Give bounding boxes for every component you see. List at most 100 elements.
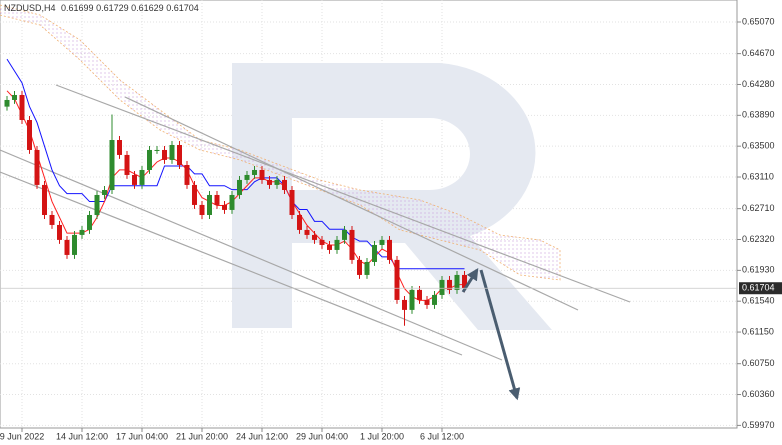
x-tick-label: 17 Jun 04:00: [116, 431, 168, 441]
candle-body: [49, 214, 55, 225]
header-close: 0.61704: [166, 3, 199, 13]
candle-body: [214, 194, 220, 205]
x-tick-label: 24 Jun 12:00: [236, 431, 288, 441]
y-tick-label: 0.61930: [742, 265, 775, 275]
candle-body: [364, 261, 370, 275]
candle-body: [357, 259, 362, 275]
candle-body: [42, 184, 47, 215]
candle-body: [439, 279, 445, 295]
candle-body: [34, 149, 40, 185]
candle-body: [132, 174, 137, 185]
candle-body: [4, 99, 10, 107]
candle-body: [109, 140, 115, 190]
candle-body: [12, 94, 17, 100]
candle-body: [147, 149, 152, 170]
candle-body: [462, 274, 467, 289]
x-tick-label: 14 Jun 12:00: [56, 431, 108, 441]
candle-body: [79, 229, 85, 235]
y-tick-label: 0.62320: [742, 234, 775, 244]
y-tick-label: 0.63890: [742, 110, 775, 120]
x-tick-label: 9 Jun 2022: [0, 431, 44, 441]
trend-lines: [0, 84, 631, 361]
candle-body: [447, 279, 452, 290]
candle-body: [402, 299, 407, 310]
candle-body: [64, 239, 70, 255]
candle-body: [342, 229, 347, 240]
candle-body: [124, 154, 130, 175]
candle-body: [417, 289, 422, 300]
candle-body: [282, 179, 287, 190]
candle-body: [94, 194, 100, 215]
candle-body: [454, 274, 460, 290]
x-tick-label: 21 Jun 20:00: [176, 431, 228, 441]
y-tick-label: 0.63110: [742, 171, 774, 181]
candle-body: [244, 174, 250, 180]
candle-body: [57, 224, 62, 240]
candle-body: [394, 259, 400, 300]
candle-body: [409, 289, 415, 310]
candle-body: [117, 140, 122, 155]
y-tick-label: 0.59970: [742, 420, 775, 430]
trend-line: [0, 171, 463, 356]
y-tick-label: 0.63500: [742, 141, 775, 151]
candle-body: [19, 94, 25, 120]
candle-body: [169, 144, 175, 160]
candle-body: [297, 214, 302, 230]
candle-body: [379, 239, 385, 245]
y-tick-label: 0.61540: [742, 296, 775, 306]
candle-body: [102, 189, 107, 195]
y-tick-label: 0.62710: [742, 203, 775, 213]
y-tick-label: 0.60360: [742, 389, 775, 399]
candle-body: [334, 239, 340, 250]
candle-body: [432, 294, 437, 305]
x-tick-label: 1 Jul 20:00: [360, 431, 404, 441]
candle-body: [237, 179, 242, 195]
header-high: 0.61729: [96, 3, 129, 13]
candle-body: [177, 144, 182, 165]
candle-body: [259, 169, 265, 180]
candle-body: [372, 244, 377, 262]
header-open: 0.61699: [61, 3, 94, 13]
candle-body: [199, 204, 205, 215]
y-tick-label: 0.60750: [742, 358, 775, 368]
trend-line: [124, 96, 579, 311]
candle-body: [162, 149, 167, 160]
candle-body: [424, 299, 430, 305]
header: NZDUSD,H4 0.61699 0.61729 0.61629 0.6170…: [4, 3, 199, 13]
candle-body: [252, 169, 257, 175]
arrow: [479, 269, 521, 401]
trend-line: [0, 149, 503, 361]
candle-body: [274, 179, 280, 185]
trend-line: [55, 84, 631, 303]
candle-body: [184, 164, 190, 185]
candle-body: [72, 234, 77, 255]
y-tick-label: 0.64670: [742, 48, 775, 58]
y-tick-label: 0.61150: [742, 326, 774, 336]
candle-body: [207, 194, 212, 215]
last-price-box: [739, 282, 782, 295]
y-tick-label: 0.65070: [742, 16, 775, 26]
candle-body: [222, 204, 227, 210]
symbol: NZDUSD,H4: [4, 3, 56, 13]
series: [4, 58, 467, 326]
candle-body: [139, 169, 145, 185]
candle-body: [289, 189, 295, 215]
candle-body: [192, 184, 197, 205]
header-low: 0.61629: [131, 3, 164, 13]
candle-body: [154, 149, 160, 151]
candle-body: [387, 239, 392, 260]
candle-body: [27, 119, 32, 150]
candle-body: [229, 194, 235, 210]
y-tick-label: 0.64280: [742, 79, 775, 89]
x-tick-label: 6 Jul 12:00: [420, 431, 464, 441]
candle-body: [327, 244, 332, 250]
candle-body: [87, 214, 92, 230]
last-price-label: 0.61704: [742, 283, 775, 293]
candle-body: [267, 179, 272, 185]
candle-body: [319, 239, 325, 245]
x-tick-label: 29 Jun 04:00: [296, 431, 348, 441]
candle-body: [304, 229, 310, 235]
candle-body: [349, 229, 355, 260]
